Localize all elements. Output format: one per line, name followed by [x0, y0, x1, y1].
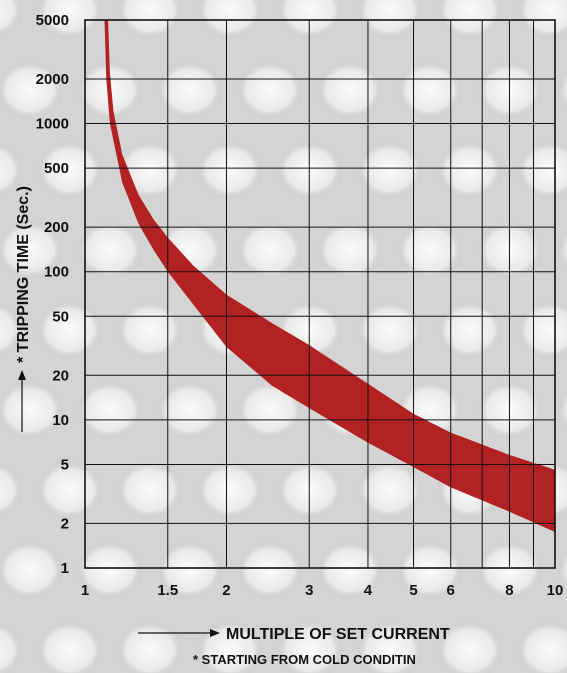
background-blob	[236, 540, 304, 600]
background-blob	[0, 461, 24, 519]
background-blob	[36, 300, 104, 360]
background-blob	[556, 387, 567, 433]
y-tick-label: 2000	[36, 71, 69, 88]
background-blob	[116, 460, 184, 520]
background-blob	[236, 220, 304, 280]
y-axis-label: * TRIPPING TIME (Sec.)	[15, 186, 32, 363]
background-blob	[436, 140, 504, 200]
y-tick-label: 10	[52, 412, 69, 429]
x-tick-label: 8	[505, 582, 513, 599]
x-tick-label: 10	[547, 582, 564, 599]
background-blob	[0, 301, 24, 359]
background-blob	[36, 620, 104, 673]
background-blob	[356, 140, 424, 200]
background-blob	[396, 60, 464, 120]
plot-frame	[84, 19, 556, 569]
background-blob	[276, 140, 344, 200]
x-axis-label: MULTIPLE OF SET CURRENT	[226, 626, 450, 643]
y-tick-label: 50	[52, 308, 69, 325]
background-blob	[356, 300, 424, 360]
x-tick-label: 4	[364, 582, 373, 599]
y-tick-label: 5000	[36, 12, 69, 29]
background-blob	[0, 141, 24, 199]
background-blob	[0, 540, 64, 600]
background-blob	[196, 460, 264, 520]
x-axis-arrow	[138, 629, 220, 637]
x-tick-label: 2	[222, 582, 230, 599]
background-blob	[516, 620, 567, 673]
background-blob	[0, 380, 64, 440]
background-blob	[476, 540, 544, 600]
background-blob	[0, 0, 24, 39]
background-blob	[476, 380, 544, 440]
tripping-time-band	[104, 20, 555, 532]
background-blob	[396, 220, 464, 280]
background-blob	[396, 540, 464, 600]
background-blob	[316, 220, 384, 280]
background-blob	[276, 460, 344, 520]
background-blob	[316, 540, 384, 600]
background-blob	[236, 60, 304, 120]
y-tick-label: 20	[52, 367, 69, 384]
background-blob	[316, 60, 384, 120]
background-blob	[196, 140, 264, 200]
background-blob	[36, 0, 104, 40]
y-tick-label: 100	[44, 264, 69, 281]
background-blob	[356, 460, 424, 520]
x-tick-label: 1	[81, 582, 89, 599]
background-blob	[116, 300, 184, 360]
background-blob	[76, 380, 144, 440]
y-tick-label: 200	[44, 219, 69, 236]
background-blob	[436, 300, 504, 360]
background-blob	[36, 460, 104, 520]
background-blob	[356, 620, 424, 673]
x-tick-label: 6	[447, 582, 455, 599]
background-blob	[156, 380, 224, 440]
background-blob	[0, 60, 64, 120]
x-tick-label: 5	[409, 582, 417, 599]
background-blob	[556, 67, 567, 113]
background-blob	[476, 60, 544, 120]
y-tick-label: 5	[61, 456, 69, 473]
background-blob	[76, 540, 144, 600]
y-tick-label: 1	[61, 560, 69, 577]
background-blob	[156, 60, 224, 120]
footnote: * STARTING FROM COLD CONDITIN	[193, 652, 416, 667]
background-blob	[276, 620, 344, 673]
y-axis-arrow	[18, 370, 26, 432]
background-blob	[156, 540, 224, 600]
y-tick-label: 2	[61, 515, 69, 532]
background-blob	[236, 380, 304, 440]
background-blob	[556, 547, 567, 593]
x-tick-label: 1.5	[157, 582, 178, 599]
y-tick-label: 1000	[36, 116, 69, 133]
background-blob	[76, 220, 144, 280]
x-tick-label: 3	[305, 582, 313, 599]
background-blob	[476, 220, 544, 280]
background-blob	[0, 621, 24, 673]
y-tick-label: 500	[44, 160, 69, 177]
background-blob	[556, 227, 567, 273]
background-blob	[36, 140, 104, 200]
background-blob	[0, 220, 64, 280]
background-blob	[436, 620, 504, 673]
